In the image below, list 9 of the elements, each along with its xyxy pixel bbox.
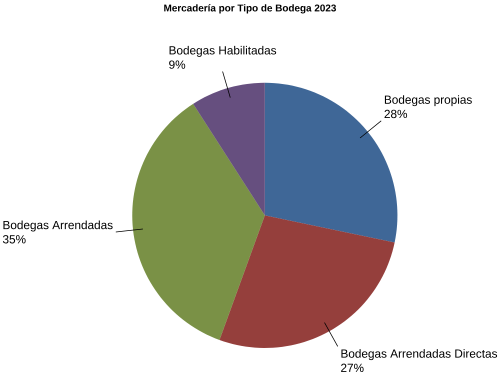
data-label: 27% [341, 363, 364, 372]
slice-label: Bodegas Arrendadas [3, 220, 113, 232]
data-label: 28% [384, 110, 408, 118]
data-label: 35% [2, 234, 26, 244]
data-label: 9% [169, 60, 186, 69]
slice-label: Bodegas Habilitadas [170, 46, 276, 57]
chart-title: Mercadería por Tipo de Bodega 2023 [164, 4, 336, 14]
slice-label: Bodegas Arrendadas Directas [341, 348, 498, 360]
slice-label: Bodegas propias [384, 94, 472, 106]
